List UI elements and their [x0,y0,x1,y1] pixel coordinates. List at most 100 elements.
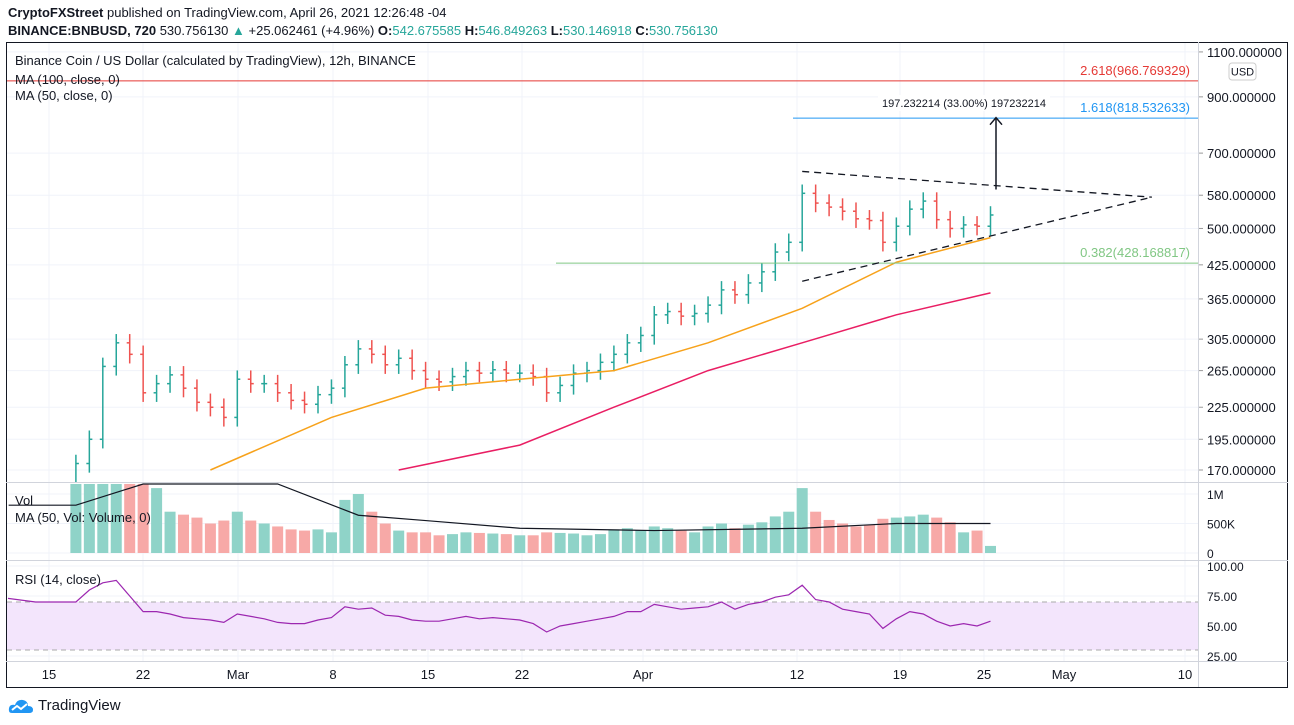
ohlc-bar [853,202,859,228]
annotations: 2.618(966.769329) 1.618(818.532633) 0.382(… [7,63,1198,282]
ohlc-bar [126,334,133,364]
currency-badge-label: USD [1231,67,1254,79]
volume-ma-line [8,483,991,532]
volume-bar [231,511,243,553]
high-value: 546.849263 [478,23,548,38]
volume-bar [487,533,499,553]
price-tick-label: 305.000000 [1207,332,1276,347]
up-triangle-icon: ▲ [232,23,245,38]
legend-rsi[interactable]: RSI (14, close) [15,572,101,587]
volume-bar [514,535,526,553]
ohlc-bar [637,326,644,352]
ohlc-bar [140,345,147,402]
price-tick-label: 195.000000 [1207,432,1276,447]
volume-bar [554,532,566,553]
volume-bar [527,535,539,553]
volume-bar [769,516,781,553]
ohlc-bar [274,374,281,402]
ohlc-bar [906,200,913,236]
ohlc-bar [180,366,187,398]
ohlc-bar [584,361,590,383]
volume-bar [406,532,418,553]
volume-bar [863,524,875,553]
ohlc-bar [153,374,160,402]
time-tick-label: 22 [515,667,529,682]
published-text: published on TradingView.com, April 26, … [106,5,447,20]
volume-tick-label: 1M [1207,488,1224,502]
publish-line: CryptoFXStreet published on TradingView.… [8,5,446,20]
ohlc-bar [610,345,617,372]
ohlc-bar [75,454,79,482]
ohlc-bar [691,304,698,326]
price-bars [75,184,994,482]
grid [7,43,1198,661]
volume-bar [608,529,620,553]
publisher[interactable]: CryptoFXStreet [8,5,104,20]
volume-tick-label: 0 [1207,547,1214,561]
volume-bar [245,520,257,553]
ohlc-bar [933,192,940,229]
volume-bar [568,533,580,553]
volume-bar [339,499,351,553]
volume-bar [137,483,149,553]
volume-bar [648,526,660,553]
ohlc-bar [315,385,321,414]
volume-bar [958,532,970,553]
ohlc-bar [382,345,389,374]
tradingview-logo[interactable]: TradingView [8,697,121,714]
volume-bar [204,523,216,553]
rsi-tick-label: 75.00 [1207,590,1237,604]
time-tick-label: 15 [42,667,56,682]
ohlc-bar [341,355,348,398]
volume-bar [164,511,176,553]
volume-bar [971,530,983,553]
ohlc-bar [745,274,752,304]
ohlc-bar [167,366,174,393]
currency-badge[interactable] [1228,62,1257,81]
ohlc-bar [409,349,416,380]
volume-bar [823,519,835,553]
ohlc-bar [288,384,295,410]
ohlc-bar [557,376,564,402]
volume-bar [500,534,512,553]
volume-bar [796,488,808,553]
price-tick-label: 580.000000 [1207,188,1276,203]
volume-bar [931,517,943,553]
legend-vol-ma[interactable]: MA (50, Vol: Volume, 0) [15,510,151,525]
ohlc-bar [705,296,712,323]
volume-bar [621,528,633,553]
ohlc-bar [193,379,200,412]
volume-bar [635,530,647,553]
volume-bar [890,517,902,553]
ohlc-line: BINANCE:BNBUSD, 720 530.756130 ▲ +25.062… [8,23,718,38]
volume-bar [541,532,553,553]
tradingview-brand: TradingView [38,697,121,714]
legend-ma50[interactable]: MA (50, close, 0) [15,88,113,103]
time-tick-label: 10 [1178,667,1192,682]
ohlc-bar [866,210,873,230]
ohlc-bar [355,340,362,374]
measure-label-bg [878,95,1050,111]
high-label: H: [464,23,479,38]
price-tick-label: 700.000000 [1207,146,1276,161]
rsi-tick-label: 25.00 [1207,650,1237,664]
ma100-line [398,292,991,471]
volume-bar [366,511,378,553]
ohlc-bar [624,334,631,364]
legend-ma100[interactable]: MA (100, close, 0) [15,72,120,87]
time-tick-label: 8 [329,667,336,682]
ohlc-bar [678,302,685,326]
time-tick-label: Apr [633,667,654,682]
volume-bar [299,530,311,553]
measure-label: 197.232214 (33.00%) 197232214 [882,98,1046,110]
ohlc-bar [597,353,604,380]
legend-vol[interactable]: Vol [15,493,33,508]
volume-bar [689,532,701,553]
ohlc-bar [207,393,214,417]
ohlc-bar [785,233,792,262]
ohlc-bar [826,194,833,217]
volume-bar [312,529,324,553]
price-tick-label: 365.000000 [1207,292,1276,307]
ohlc-bar [987,206,994,236]
